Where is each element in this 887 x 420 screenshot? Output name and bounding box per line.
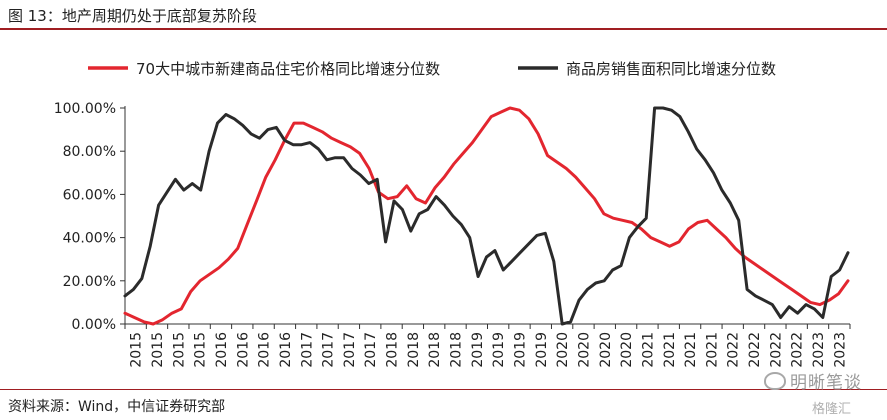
x-tick-label: 2020 bbox=[576, 332, 592, 368]
x-tick-label: 2018 bbox=[449, 332, 465, 368]
y-tick-label: 0.00% bbox=[72, 317, 116, 333]
x-tick-label: 2021 bbox=[662, 332, 678, 368]
title-divider bbox=[0, 28, 887, 30]
x-tick-label: 2018 bbox=[385, 332, 401, 368]
watermark: 明晰笔谈 bbox=[764, 368, 862, 393]
watermark-sub: 格隆汇 bbox=[812, 402, 852, 417]
wechat-icon bbox=[764, 372, 786, 390]
x-tick-label: 2023 bbox=[832, 332, 848, 368]
x-tick-label: 2015 bbox=[150, 332, 166, 368]
x-tick-label: 2015 bbox=[193, 332, 209, 368]
x-tick-label: 2015 bbox=[129, 332, 145, 368]
x-tick-label: 2022 bbox=[726, 332, 742, 368]
x-tick-label: 2016 bbox=[235, 332, 251, 368]
y-axis: 0.00% 20.00% 40.00% 60.00% 80.00% 100.00% bbox=[54, 101, 126, 333]
x-tick-label: 2016 bbox=[214, 332, 230, 368]
y-tick-label: 80.00% bbox=[63, 144, 116, 160]
series-layer bbox=[123, 106, 850, 326]
x-tick-label: 2017 bbox=[363, 332, 379, 368]
x-tick-label: 2021 bbox=[704, 332, 720, 368]
series-line-1 bbox=[123, 106, 850, 326]
x-tick-label: 2022 bbox=[768, 332, 784, 368]
x-tick-label: 2022 bbox=[790, 332, 806, 368]
y-tick-label: 60.00% bbox=[63, 187, 116, 203]
legend-label-series-2: 商品房销售面积同比增速分位数 bbox=[566, 60, 776, 78]
watermark-text: 明晰笔谈 bbox=[790, 373, 862, 393]
source-note: 资料来源：Wind，中信证券研究部 bbox=[8, 399, 226, 415]
x-tick-label: 2020 bbox=[598, 332, 614, 368]
x-tick-label: 2018 bbox=[406, 332, 422, 368]
line-chart: 70大中城市新建商品住宅价格同比增速分位数 商品房销售面积同比增速分位数 0.0… bbox=[54, 60, 851, 368]
x-tick-label: 2021 bbox=[640, 332, 656, 368]
legend-label-series-1: 70大中城市新建商品住宅价格同比增速分位数 bbox=[136, 60, 440, 78]
x-tick-label: 2015 bbox=[171, 332, 187, 368]
x-tick-label: 2021 bbox=[683, 332, 699, 368]
x-tick-label: 2017 bbox=[299, 332, 315, 368]
x-axis: 2015 2015 2015 2015 2016 2016 2016 2016 2017 2017… bbox=[124, 323, 851, 368]
x-tick-label: 2018 bbox=[427, 332, 443, 368]
y-tick-label: 100.00% bbox=[54, 101, 116, 117]
x-tick-label: 2020 bbox=[555, 332, 571, 368]
figure-title: 图 13：地产周期仍处于底部复苏阶段 bbox=[8, 7, 257, 25]
x-tick-label: 2019 bbox=[534, 332, 550, 368]
x-tick-label: 2019 bbox=[470, 332, 486, 368]
series-line-2 bbox=[123, 106, 850, 326]
chart-legend: 70大中城市新建商品住宅价格同比增速分位数 商品房销售面积同比增速分位数 bbox=[88, 60, 776, 78]
x-tick-label: 2019 bbox=[491, 332, 507, 368]
y-tick-label: 20.00% bbox=[63, 274, 116, 290]
y-tick-label: 40.00% bbox=[63, 231, 116, 247]
x-tick-label: 2019 bbox=[512, 332, 528, 368]
x-tick-label: 2020 bbox=[619, 332, 635, 368]
x-tick-label: 2017 bbox=[321, 332, 337, 368]
footer-divider bbox=[0, 389, 887, 390]
x-tick-label: 2023 bbox=[811, 332, 827, 368]
x-tick-label: 2017 bbox=[342, 332, 358, 368]
x-tick-label: 2016 bbox=[278, 332, 294, 368]
x-tick-label: 2022 bbox=[747, 332, 763, 368]
x-tick-label: 2016 bbox=[257, 332, 273, 368]
